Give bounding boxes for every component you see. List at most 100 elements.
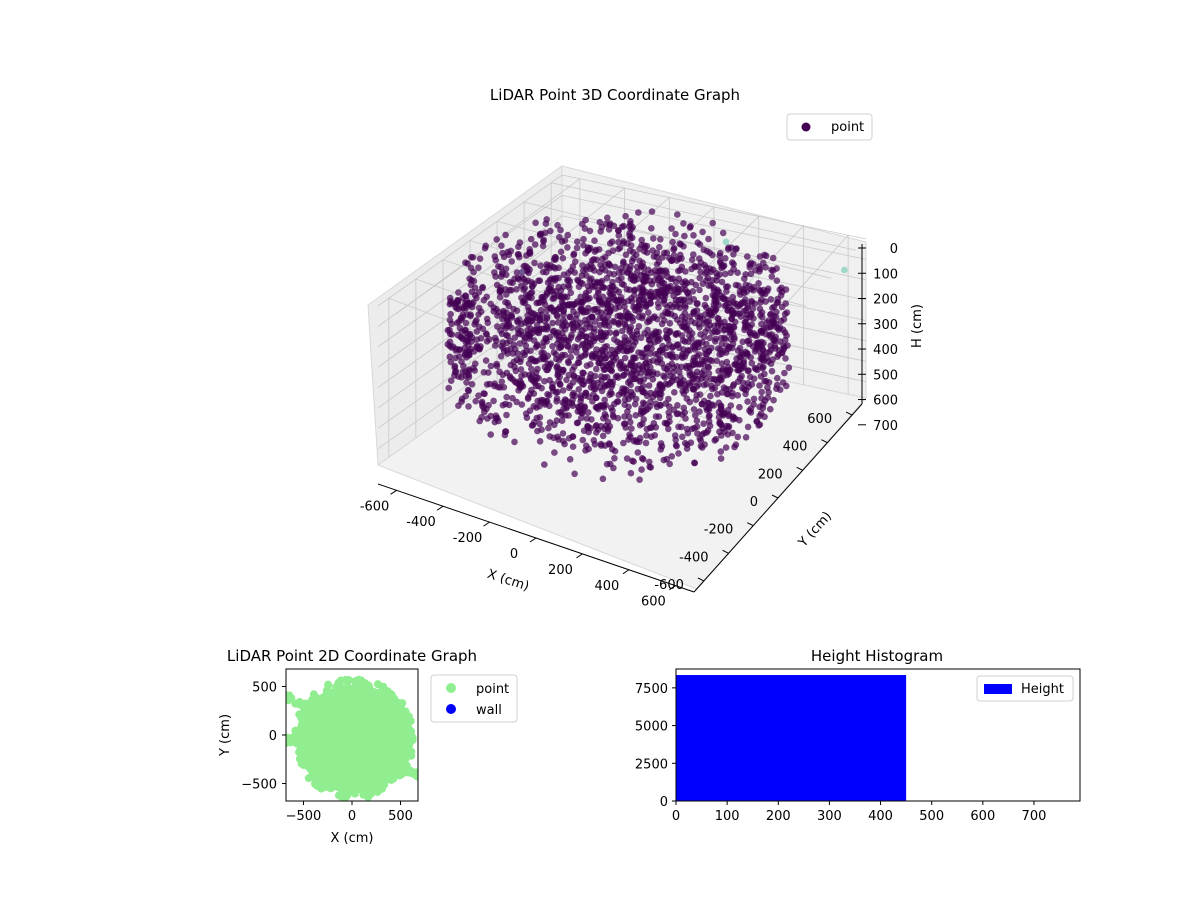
point-3d — [565, 282, 572, 289]
point-3d — [516, 239, 524, 246]
point-3d — [523, 267, 531, 275]
point-3d — [733, 355, 740, 363]
point-3d — [668, 225, 675, 232]
point-3d — [767, 311, 774, 318]
point-3d — [533, 357, 540, 365]
point-3d — [781, 310, 789, 318]
point-3d — [471, 321, 478, 328]
x-tick-3d — [669, 585, 676, 591]
point-3d — [630, 287, 638, 294]
point-3d — [702, 270, 709, 277]
point-3d — [660, 297, 667, 304]
point-3d — [718, 278, 726, 286]
point-3d — [620, 258, 627, 266]
point-3d — [747, 270, 755, 278]
x-tick-label-hist: 100 — [715, 809, 740, 824]
point-3d — [593, 429, 600, 436]
point-3d — [634, 275, 641, 283]
point-3d — [518, 282, 525, 290]
point-3d — [462, 392, 470, 400]
point-3d — [467, 264, 475, 272]
point-3d — [658, 320, 666, 328]
point-3d — [567, 347, 575, 355]
point-3d — [647, 269, 655, 276]
point-3d — [496, 287, 504, 294]
point-3d — [673, 410, 681, 418]
point-3d — [686, 298, 693, 305]
point-2d — [359, 790, 368, 799]
point-3d — [611, 455, 618, 462]
point-3d — [570, 326, 577, 334]
point-3d — [503, 411, 510, 419]
point-3d — [784, 342, 791, 349]
point-3d — [700, 246, 707, 254]
point-3d — [611, 263, 619, 271]
point-3d — [527, 347, 534, 355]
point-3d — [779, 379, 787, 386]
point-3d — [447, 358, 455, 366]
point-3d — [745, 367, 752, 374]
point-3d — [774, 374, 781, 382]
point-2d — [344, 676, 353, 685]
point-3d — [735, 282, 742, 290]
point-3d — [642, 353, 649, 361]
point-2d — [350, 789, 359, 798]
y-tick-label-3d: -400 — [679, 550, 709, 565]
point-3d — [624, 297, 632, 305]
y-tick-3d — [845, 411, 853, 416]
point-3d — [682, 268, 689, 275]
point-3d — [724, 307, 732, 314]
point-3d — [601, 396, 608, 404]
point-3d — [685, 338, 692, 345]
point-3d — [681, 302, 689, 309]
point-3d — [504, 317, 511, 325]
point-3d — [570, 372, 578, 379]
point-3d — [526, 246, 533, 253]
point-3d — [462, 351, 469, 359]
point-3d — [610, 222, 618, 230]
legend-histogram-swatch — [984, 684, 1012, 694]
point-3d — [654, 300, 662, 307]
point-3d — [773, 381, 781, 389]
point-3d — [659, 385, 666, 392]
outlier-point-3d — [722, 238, 730, 246]
point-3d — [581, 225, 589, 232]
point-3d — [756, 253, 764, 260]
point-3d — [653, 315, 661, 323]
point-3d — [758, 388, 765, 396]
point-3d — [722, 301, 730, 309]
point-3d — [571, 269, 578, 276]
point-2d — [296, 738, 305, 747]
point-3d — [750, 395, 758, 403]
x-tick-label-3d: 400 — [595, 579, 620, 594]
point-3d — [655, 413, 663, 420]
point-3d — [696, 408, 703, 415]
point-3d — [691, 459, 698, 467]
point-3d — [736, 416, 743, 424]
point-3d — [687, 439, 695, 447]
point-3d — [692, 396, 700, 404]
point-3d — [570, 251, 577, 259]
x-tick-label-hist: 700 — [1022, 809, 1047, 824]
point-3d — [719, 373, 727, 380]
point-3d — [761, 413, 768, 421]
point-3d — [655, 333, 662, 341]
point-3d — [662, 400, 670, 407]
point-3d — [565, 269, 572, 277]
point-3d — [527, 235, 535, 243]
point-3d — [528, 289, 536, 296]
point-3d — [592, 246, 600, 254]
point-3d — [455, 402, 462, 410]
point-3d — [604, 302, 611, 310]
point-3d — [703, 380, 710, 388]
point-3d — [768, 367, 776, 375]
point-3d — [680, 323, 688, 331]
point-3d — [626, 413, 633, 421]
point-3d — [558, 417, 566, 425]
point-3d — [755, 286, 763, 294]
point-3d — [502, 231, 509, 239]
point-3d — [570, 308, 577, 316]
point-3d — [683, 350, 690, 357]
point-3d — [578, 298, 585, 306]
point-3d — [455, 297, 462, 304]
